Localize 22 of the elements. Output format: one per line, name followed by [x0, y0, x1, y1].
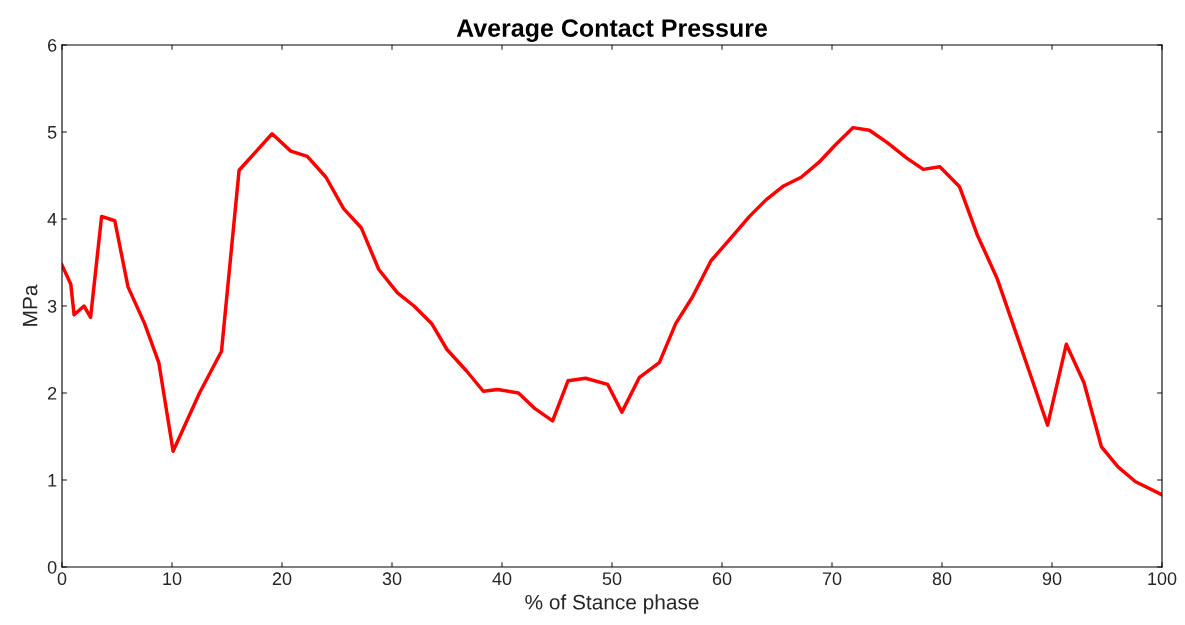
x-tick-label: 30 [382, 572, 402, 586]
y-tick-label: 6 [48, 38, 57, 52]
y-tick-label: 0 [47, 560, 57, 574]
y-axis-title: MPa [22, 284, 38, 326]
y-tick-label: 1 [48, 474, 57, 487]
y-tick-label: 5 [47, 126, 57, 139]
x-tick-label: 50 [602, 572, 622, 586]
x-axis-title: % of Stance phase [525, 594, 699, 614]
x-tick-label: 40 [492, 572, 512, 586]
x-tick-label: 0 [57, 572, 67, 586]
x-tick-label: 100 [1148, 572, 1177, 586]
y-tick-label: 2 [48, 386, 57, 400]
chart-title: Average Contact Pressure [456, 19, 767, 42]
x-tick-label: 60 [712, 572, 732, 586]
x-tick-label: 20 [272, 572, 292, 586]
x-tick-label: 70 [822, 572, 842, 586]
y-tick-label: 3 [47, 299, 57, 313]
x-tick-label: 90 [1042, 572, 1062, 586]
x-tick-label: 80 [932, 572, 952, 586]
x-tick-label: 10 [163, 572, 182, 586]
line-series [62, 125, 1162, 497]
y-tick-label: 4 [47, 213, 57, 226]
